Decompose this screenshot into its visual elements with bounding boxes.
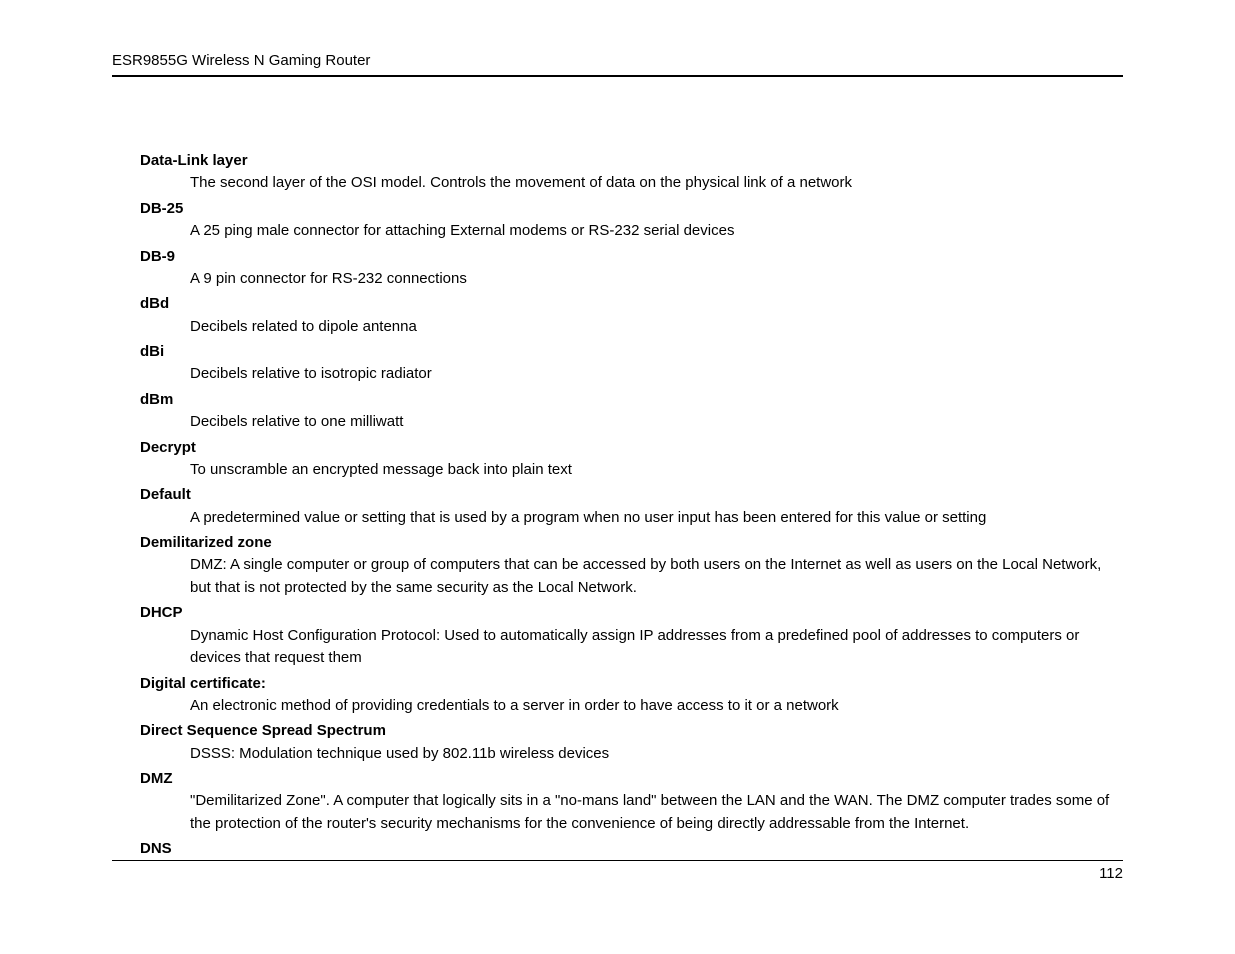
glossary-term: Demilitarized zone	[140, 531, 1123, 554]
glossary-term: dBm	[140, 388, 1123, 411]
glossary-definition: A 25 ping male connector for attaching E…	[190, 220, 1123, 243]
glossary-term: Data-Link layer	[140, 149, 1123, 172]
glossary-term: DMZ	[140, 767, 1123, 790]
glossary-term: DNS	[140, 837, 1123, 860]
glossary-definition: To unscramble an encrypted message back …	[190, 459, 1123, 482]
glossary-definition: "Demilitarized Zone". A computer that lo…	[190, 790, 1123, 835]
glossary-definition: DSSS: Modulation technique used by 802.1…	[190, 743, 1123, 766]
glossary-term: Direct Sequence Spread Spectrum	[140, 719, 1123, 742]
glossary-term: dBd	[140, 292, 1123, 315]
glossary-term: Digital certificate:	[140, 672, 1123, 695]
glossary-entry: Direct Sequence Spread Spectrum DSSS: Mo…	[140, 719, 1123, 765]
glossary-entry: DB-25 A 25 ping male connector for attac…	[140, 197, 1123, 243]
glossary-definition: Dynamic Host Configuration Protocol: Use…	[190, 625, 1123, 670]
glossary-content: Data-Link layer The second layer of the …	[112, 149, 1123, 861]
glossary-definition: A 9 pin connector for RS-232 connections	[190, 268, 1123, 291]
header-title: ESR9855G Wireless N Gaming Router	[112, 52, 370, 69]
glossary-entry: DNS	[140, 837, 1123, 860]
glossary-entry: Data-Link layer The second layer of the …	[140, 149, 1123, 195]
glossary-definition: Decibels relative to isotropic radiator	[190, 363, 1123, 386]
glossary-term: Default	[140, 483, 1123, 506]
glossary-definition: The second layer of the OSI model. Contr…	[190, 172, 1123, 195]
glossary-definition: Decibels relative to one milliwatt	[190, 411, 1123, 434]
glossary-entry: dBd Decibels related to dipole antenna	[140, 292, 1123, 338]
glossary-entry: Default A predetermined value or setting…	[140, 483, 1123, 529]
glossary-term: DB-9	[140, 245, 1123, 268]
glossary-entry: Decrypt To unscramble an encrypted messa…	[140, 436, 1123, 482]
glossary-entry: Demilitarized zone DMZ: A single compute…	[140, 531, 1123, 599]
glossary-term: DB-25	[140, 197, 1123, 220]
glossary-entry: Digital certificate: An electronic metho…	[140, 672, 1123, 718]
glossary-definition: DMZ: A single computer or group of compu…	[190, 554, 1123, 599]
glossary-definition: A predetermined value or setting that is…	[190, 507, 1123, 530]
glossary-entry: DB-9 A 9 pin connector for RS-232 connec…	[140, 245, 1123, 291]
glossary-term: dBi	[140, 340, 1123, 363]
glossary-definition: Decibels related to dipole antenna	[190, 316, 1123, 339]
page-number: 112	[1099, 865, 1123, 882]
glossary-term: DHCP	[140, 601, 1123, 624]
page-header: ESR9855G Wireless N Gaming Router	[112, 52, 1123, 77]
glossary-entry: dBm Decibels relative to one milliwatt	[140, 388, 1123, 434]
glossary-entry: DMZ "Demilitarized Zone". A computer tha…	[140, 767, 1123, 835]
glossary-definition: An electronic method of providing creden…	[190, 695, 1123, 718]
document-page: ESR9855G Wireless N Gaming Router Data-L…	[0, 0, 1235, 954]
glossary-entry: DHCP Dynamic Host Configuration Protocol…	[140, 601, 1123, 669]
glossary-term: Decrypt	[140, 436, 1123, 459]
glossary-entry: dBi Decibels relative to isotropic radia…	[140, 340, 1123, 386]
page-footer: 112	[112, 860, 1123, 882]
